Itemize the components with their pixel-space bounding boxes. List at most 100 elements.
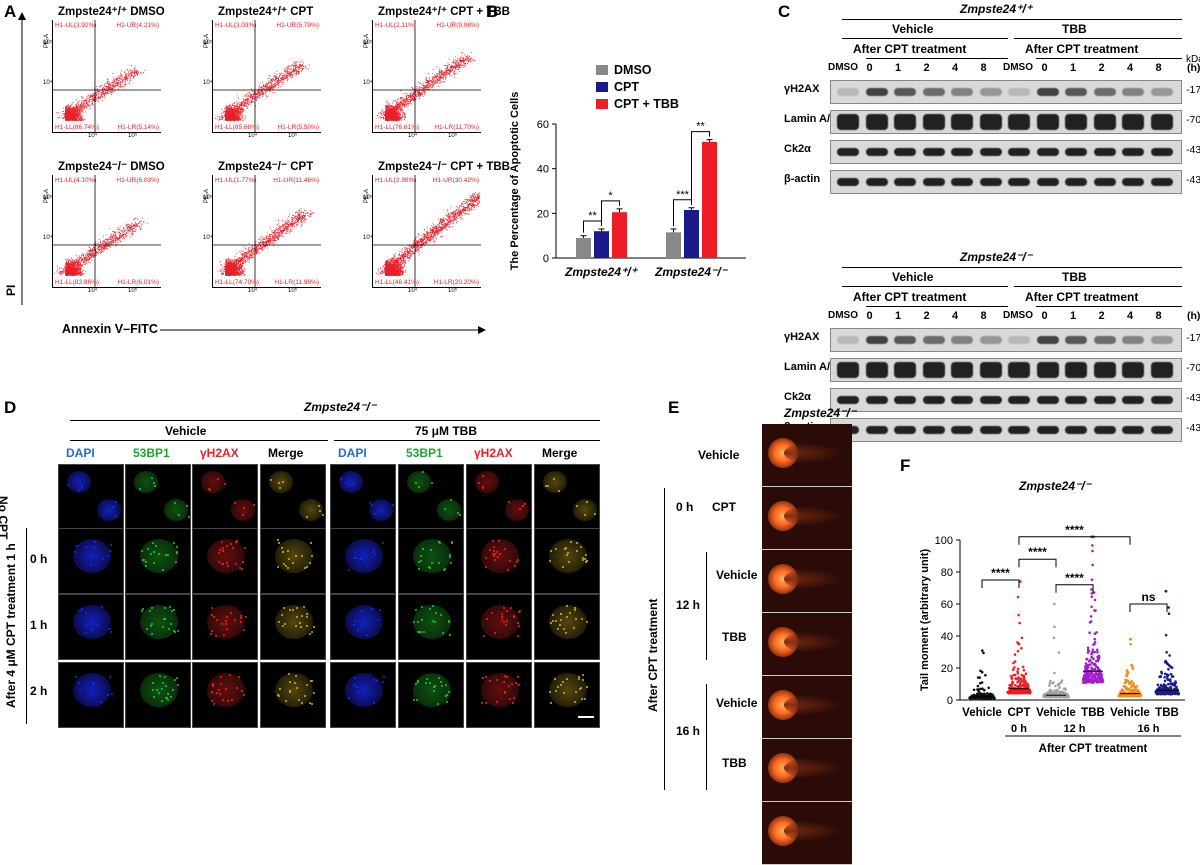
data-point [1130, 690, 1133, 693]
data-point [1132, 690, 1135, 693]
data-point [1055, 692, 1058, 695]
data-point [1060, 681, 1063, 684]
data-point [977, 688, 980, 691]
blot-band [980, 114, 1002, 130]
data-point [1165, 651, 1168, 654]
blot-lane-label: DMSO [828, 310, 858, 321]
foci-dot [91, 629, 93, 631]
blot-band [1037, 336, 1059, 344]
foci-dot [283, 607, 285, 609]
foci-dot [382, 542, 384, 544]
data-point [1090, 672, 1093, 675]
blot-hour-unit: (h) [1187, 310, 1200, 322]
blot-band [1094, 88, 1116, 96]
data-point [1017, 596, 1020, 599]
data-point [1175, 686, 1178, 689]
data-point [1167, 606, 1170, 609]
blot-kda-marker: -43 [1186, 422, 1200, 434]
foci-dot [576, 550, 578, 552]
data-point [1028, 691, 1031, 694]
data-point [1053, 637, 1056, 640]
foci-dot [142, 559, 144, 561]
data-point [1086, 658, 1089, 661]
foci-dot [165, 685, 167, 687]
foci-dot [494, 632, 496, 634]
data-point [1092, 648, 1095, 651]
micrograph-tile [260, 594, 326, 660]
data-point [1158, 676, 1161, 679]
foci-dot [93, 546, 95, 548]
if-time-label: 0 h [30, 552, 47, 566]
foci-dot [413, 699, 415, 701]
data-point [1090, 615, 1093, 618]
foci-dot [568, 561, 570, 563]
cell-nucleus [97, 499, 121, 521]
legend-swatch [596, 82, 608, 92]
foci-dot [245, 616, 247, 618]
foci-dot [418, 568, 420, 570]
comet-image [762, 550, 852, 613]
cell-nucleus [345, 539, 383, 573]
cell-nucleus [437, 499, 461, 521]
bar [594, 231, 609, 258]
bar [702, 142, 717, 258]
foci-dot [109, 550, 111, 552]
data-point [1089, 621, 1092, 624]
cell-nucleus [275, 605, 313, 639]
foci-dot [349, 484, 351, 486]
data-point [1129, 643, 1132, 646]
comet-bracket [706, 684, 707, 790]
blot-band [1151, 88, 1173, 96]
foci-dot [493, 546, 495, 548]
blot-band [1151, 336, 1173, 344]
blot-band [1008, 178, 1030, 186]
data-point [1084, 674, 1087, 677]
foci-dot [79, 689, 81, 691]
blot-band [837, 396, 859, 404]
comet-tail [784, 757, 844, 779]
foci-dot [244, 547, 246, 549]
data-point [1047, 691, 1050, 694]
blot-bracket [842, 286, 1008, 287]
data-point [1164, 686, 1167, 689]
blot-band [1094, 396, 1116, 404]
foci-dot [310, 542, 312, 544]
foci-dot [225, 620, 227, 622]
data-point [1166, 675, 1169, 678]
micrograph-tile [534, 528, 600, 594]
data-point [981, 649, 984, 652]
blot-band [1065, 336, 1087, 344]
blot-tbb-label: TBB [1062, 22, 1087, 36]
y-tick-label: 60 [941, 599, 953, 611]
blot-row-label: Ck2α [784, 143, 811, 155]
blot-band [894, 426, 916, 434]
data-point [1096, 651, 1099, 654]
blot-band [1065, 426, 1087, 434]
micrograph-tile [466, 662, 532, 728]
blot-band [1094, 362, 1116, 378]
x-category-label: TBB [1155, 707, 1179, 719]
data-point [1058, 651, 1061, 654]
data-point [1130, 638, 1133, 641]
comet-time-label: 12 h [676, 598, 700, 612]
cell-nucleus [207, 605, 245, 639]
blot-band [1122, 426, 1144, 434]
blot-lane-label: 4 [952, 62, 958, 74]
foci-dot [213, 703, 215, 705]
foci-dot [348, 569, 350, 571]
data-point [1123, 685, 1126, 688]
data-point [1019, 677, 1022, 680]
blot-band [1065, 114, 1087, 130]
cell-nucleus [73, 539, 111, 573]
blot-band [866, 88, 888, 96]
y-tick-label: 20 [537, 208, 549, 220]
data-point [1124, 682, 1127, 685]
data-point [1094, 675, 1097, 678]
blot-band [837, 336, 859, 344]
foci-dot [340, 478, 342, 480]
foci-dot [319, 510, 321, 512]
foci-dot [170, 623, 172, 625]
cell-nucleus [543, 471, 567, 493]
data-point [973, 689, 976, 692]
data-point [1134, 685, 1137, 688]
